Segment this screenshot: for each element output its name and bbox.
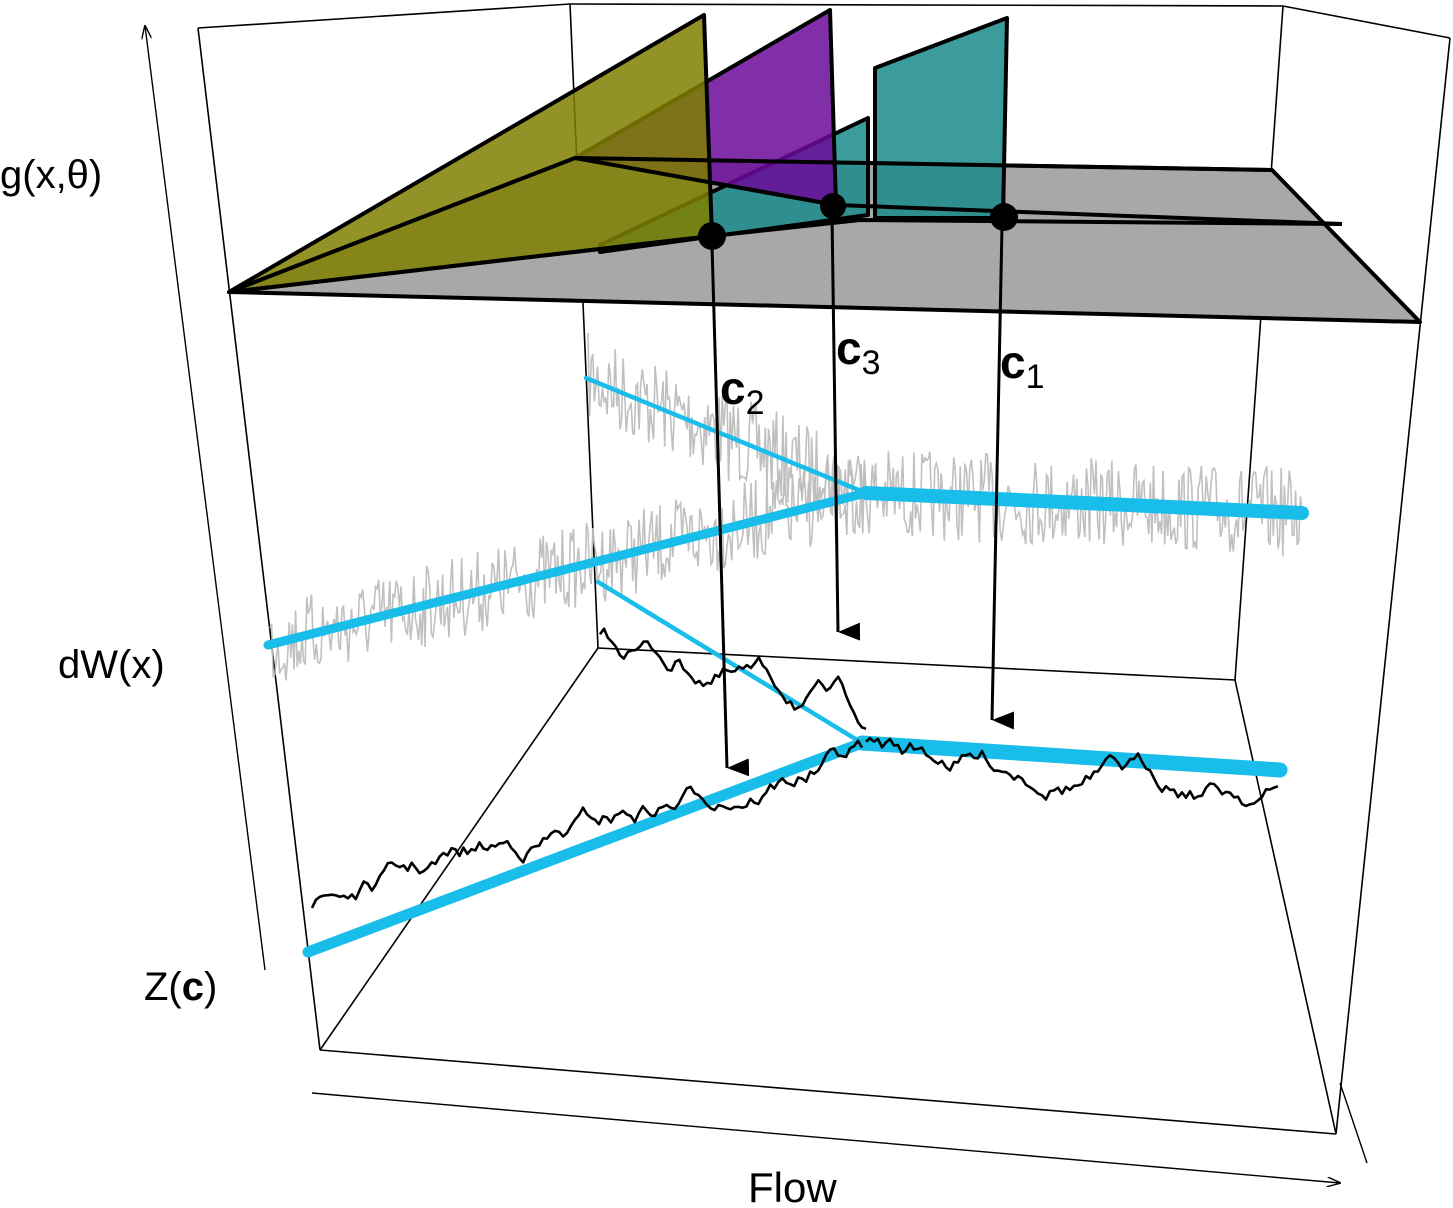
noise-band-back — [587, 332, 1303, 557]
dw-network — [263, 375, 1309, 650]
label-c1: c1 — [1000, 336, 1045, 396]
dw-trunk — [859, 486, 1309, 520]
arrow-c1 — [990, 225, 1015, 730]
box-floor-right — [1234, 679, 1337, 1135]
plane-inner-line-3 — [228, 218, 1343, 294]
box-back-vertical-right — [1234, 5, 1284, 681]
flow-axis-arrow — [311, 1092, 1340, 1183]
box-back-top — [569, 3, 1284, 7]
point-c1 — [990, 203, 1018, 231]
noise-band-front — [269, 455, 867, 681]
box-front-vertical-left — [197, 27, 321, 1051]
z-trunk — [854, 735, 1288, 778]
z-network — [302, 579, 1288, 958]
projection-arrows — [710, 214, 1015, 777]
box-floor-left — [319, 647, 599, 1051]
flow-axis-label: Flow — [748, 1164, 837, 1208]
point-c3 — [820, 193, 846, 219]
dw-branch-back — [583, 375, 869, 496]
box-front-bottom — [319, 1049, 1337, 1135]
g-axis-label: g(x,θ) — [0, 153, 102, 197]
dw-branch-front — [263, 488, 871, 650]
arrow-c2 — [710, 244, 750, 777]
kernel-layer — [227, 8, 1422, 324]
z-branch-back — [595, 579, 865, 746]
arrow-c3 — [830, 214, 861, 641]
box-back-edges — [597, 647, 1236, 681]
z-random-paths — [310, 627, 1279, 909]
dw-axis-label: dW(x) — [58, 643, 165, 687]
z-path-front — [310, 739, 864, 909]
z-path-trunk — [865, 736, 1279, 808]
label-c2: c2 — [720, 362, 765, 422]
z-branch-front — [302, 737, 868, 958]
vertical-axis-arrow — [145, 26, 266, 971]
depth-axis-line — [1339, 1082, 1368, 1164]
box-front-vertical-right — [1335, 37, 1451, 1135]
box-right-top — [1282, 5, 1451, 39]
points — [698, 193, 1018, 250]
z-path-back — [598, 627, 867, 731]
z-axis-label: Z(c) — [144, 965, 217, 1009]
box-left-top — [197, 3, 571, 29]
teal-kernel-near — [873, 16, 1009, 220]
label-c3: c3 — [836, 322, 881, 382]
point-c2 — [698, 222, 726, 250]
